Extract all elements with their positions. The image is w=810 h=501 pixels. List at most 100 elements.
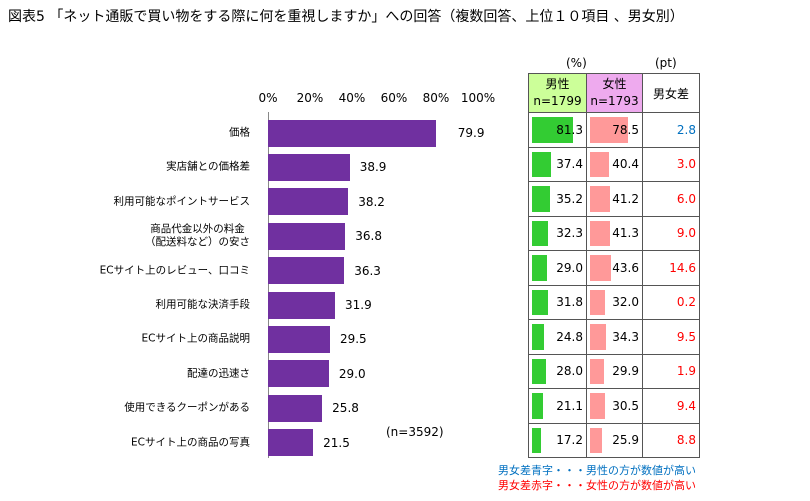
female-bar [590,255,611,281]
table-row: 37.4 40.4 3.0 [528,146,700,182]
diff-cell: 9.5 [642,319,700,355]
table-row: 21.1 30.5 9.4 [528,388,700,424]
diff-cell: 14.6 [642,250,700,286]
category-label: ECサイト上の商品説明 [141,332,250,345]
category-label: 商品代金以外の料金 （配送料など）の安さ [145,223,250,249]
male-cell: 32.3 [528,215,587,251]
female-cell: 40.4 [586,146,643,182]
male-value: 21.1 [556,398,583,413]
table-row: 28.0 29.9 1.9 [528,353,700,389]
female-value: 25.9 [612,433,639,448]
bar [268,119,436,147]
gender-table: 男性 n=1799 女性 n=1793 男女差 81.3 78.5 2.8 37.4 … [528,73,700,458]
x-tick-label: 100% [460,91,496,105]
diff-value: 3.0 [676,157,696,172]
unit-pct: (%) [566,56,587,70]
male-cell: 28.0 [528,353,587,389]
male-bar [532,117,573,143]
male-cell: 37.4 [528,146,587,182]
data-label: 38.2 [358,194,385,209]
table-row: 81.3 78.5 2.8 [528,112,700,148]
diff-value: 9.0 [676,226,696,241]
diff-value: 14.6 [669,260,696,275]
female-cell: 41.2 [586,181,643,217]
y-axis-line [268,112,269,458]
female-header: 女性 n=1793 [586,73,643,113]
male-cell: 81.3 [528,112,587,148]
female-value: 34.3 [612,329,639,344]
table-row: 32.3 41.3 9.0 [528,215,700,251]
category-label: 利用可能なポイントサービス [113,195,251,208]
category-label: 価格 [229,126,250,139]
category-label: ECサイト上の商品の写真 [131,436,250,449]
female-bar [590,117,628,143]
x-tick-label: 40% [338,91,366,105]
female-value: 30.5 [612,398,639,413]
data-label: 29.5 [339,332,367,347]
female-cell: 41.3 [586,215,643,251]
female-bar [590,289,606,315]
female-cell: 78.5 [586,112,643,148]
male-header: 男性 n=1799 [528,73,587,113]
female-bar [590,220,610,246]
table-row: 29.0 43.6 14.6 [528,250,700,286]
unit-pt: (pt) [655,56,677,70]
diff-cell: 3.0 [642,146,700,182]
female-value: 32.0 [612,295,639,310]
chart-title: 図表5 「ネット通販で買い物をする際に何を重視しますか」への回答（複数回答、上位… [8,9,684,25]
male-value: 31.8 [556,295,583,310]
sample-size: (n=3592) [386,425,444,439]
male-cell: 21.1 [528,388,587,424]
diff-value: 2.8 [676,122,696,137]
female-cell: 25.9 [586,422,643,458]
bar [268,222,346,250]
data-label: 38.9 [359,160,387,175]
male-cell: 29.0 [528,250,587,286]
female-bar [590,358,605,384]
bar [268,394,323,422]
male-cell: 31.8 [528,284,587,320]
diff-cell: 0.2 [642,284,700,320]
bar [268,291,335,319]
table-row: 24.8 34.3 9.5 [528,319,700,355]
x-tick-label: 60% [380,91,408,105]
male-bar [532,220,549,246]
female-bar [590,186,610,212]
note-blue: 男女差青字・・・男性の方が数値が高い [498,464,696,477]
male-cell: 35.2 [528,181,587,217]
x-tick-label: 80% [422,91,450,105]
male-bar [532,358,546,384]
data-label: 29.0 [338,366,366,381]
male-cell: 17.2 [528,422,587,458]
diff-cell: 6.0 [642,181,700,217]
data-label: 25.8 [332,401,359,416]
diff-cell: 9.4 [642,388,700,424]
female-bar [590,151,610,177]
female-value: 43.6 [612,260,639,275]
data-label: 21.5 [323,435,350,450]
male-value: 24.8 [556,329,583,344]
female-cell: 32.0 [586,284,643,320]
male-value: 35.2 [556,191,583,206]
diff-value: 9.4 [676,398,696,413]
female-bar [590,427,603,453]
diff-cell: 1.9 [642,353,700,389]
x-tick-label: 20% [296,91,324,105]
female-value: 40.4 [612,157,639,172]
female-value: 78.5 [612,122,639,137]
data-label: 36.3 [354,263,381,278]
note-red: 男女差赤字・・・女性の方が数値が高い [498,479,696,492]
bar [268,257,345,285]
diff-cell: 2.8 [642,112,700,148]
female-bar [590,324,607,350]
diff-header: 男女差 [642,73,700,113]
data-label: 31.9 [344,298,372,312]
bar [268,429,314,457]
male-value: 29.0 [556,260,583,275]
male-value: 81.3 [556,122,583,137]
category-label: ECサイト上のレビュー、口コミ [99,264,250,277]
male-bar [532,289,548,315]
female-cell: 29.9 [586,353,643,389]
category-label: 使用できるクーポンがある [124,401,250,414]
